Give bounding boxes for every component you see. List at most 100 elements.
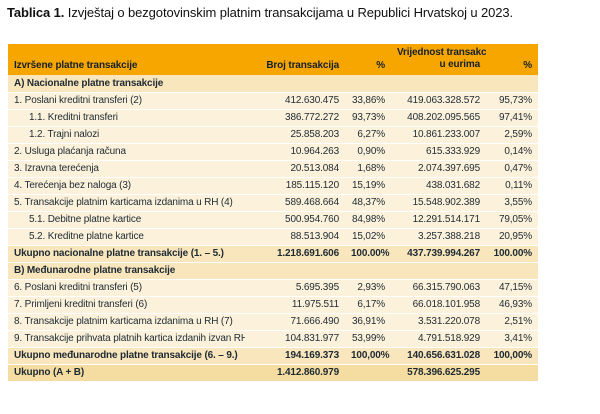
row-label: 3. Izravna terećenja — [14, 163, 99, 174]
table-row: 8. Transakcije platnim karticama izdanim… — [8, 313, 538, 330]
row-percent-value: 3,55% — [504, 197, 532, 208]
row-label: 5.1. Debitne platne kartice — [29, 214, 142, 225]
table-row: 7. Primljeni kreditni transferi (6) 11.9… — [8, 296, 538, 313]
row-value-euros: 408.202.095.565 — [407, 112, 480, 123]
row-percent-count: 36,91% — [351, 316, 385, 327]
row-percent-count: 48,37% — [351, 197, 385, 208]
row-number-of-transactions — [245, 75, 345, 92]
row-number-of-transactions: 5.695.395 — [295, 282, 339, 293]
row-value-euros: 615.333.929 — [426, 146, 480, 157]
table-header-row: Izvršene platne transakcije Broj transak… — [8, 44, 538, 75]
row-number-of-transactions: 25.858.203 — [290, 129, 339, 140]
row-value-euros: 140.656.631.028 — [407, 350, 480, 361]
table-row: 5.1. Debitne platne kartice 500.954.760 … — [8, 211, 538, 228]
row-value-euros: 12.291.514.171 — [412, 214, 481, 225]
row-percent-value: 97,41% — [498, 112, 532, 123]
row-label: 7. Primljeni kreditni transferi (6) — [14, 299, 148, 310]
row-percent-count: 100.00% — [351, 248, 390, 259]
row-percent-value: 2,51% — [504, 316, 532, 327]
row-value-euros: 10.861.233.007 — [412, 129, 481, 140]
table-body: A) Nacionalne platne transakcije 1. Posl… — [8, 75, 538, 381]
table-row: Ukupno međunarodne platne transakcije (6… — [8, 347, 538, 364]
row-label: A) Nacionalne platne transakcije — [14, 77, 164, 89]
row-number-of-transactions: 71.666.490 — [290, 316, 339, 327]
header-value-line1: Vrijednost transakcija — [397, 47, 486, 58]
row-percent-value: 2,59% — [504, 129, 532, 140]
header-percent-count: % — [376, 60, 385, 71]
header-value-line2: u eurima — [439, 59, 481, 70]
row-percent-value: 3,41% — [504, 333, 532, 344]
row-value-euros: 2.074.397.695 — [417, 163, 480, 174]
row-label: 8. Transakcije platnim karticama izdanim… — [14, 316, 233, 327]
row-label: 5.2. Kreditne platne kartice — [29, 231, 144, 242]
header-number-of-transactions: Broj transakcija — [266, 60, 339, 71]
row-number-of-transactions: 20.513.084 — [290, 163, 339, 174]
row-label: 6. Poslani kreditni transferi (5) — [14, 282, 142, 293]
row-percent-value — [486, 364, 538, 381]
row-percent-value: 0,11% — [505, 180, 532, 191]
row-number-of-transactions: 386.772.272 — [285, 112, 339, 123]
row-percent-value: 0,47% — [504, 163, 532, 174]
row-number-of-transactions: 1.412.860.979 — [276, 367, 339, 378]
row-value-euros: 15.548.902.389 — [412, 197, 481, 208]
table-row: 5.2. Kreditne platne kartice 88.513.904 … — [8, 228, 538, 245]
row-label: 4. Terećenja bez naloga (3) — [14, 180, 131, 191]
table-row: B) Međunarodne platne transakcije — [8, 262, 538, 279]
row-number-of-transactions: 10.964.263 — [290, 146, 339, 157]
row-percent-value: 100,00% — [493, 350, 533, 361]
table-row: 4. Terećenja bez naloga (3) 185.115.120 … — [8, 177, 538, 194]
table-caption-text: Izvještaj o bezgotovinskim platnim trans… — [64, 5, 514, 20]
row-percent-value — [486, 262, 538, 279]
table-row: 9. Transakcije prihvata platnih kartica … — [8, 330, 538, 347]
row-number-of-transactions: 88.513.904 — [290, 231, 339, 242]
row-value-euros: 578.396.625.295 — [407, 367, 480, 378]
row-percent-value: 20,95% — [498, 231, 532, 242]
row-value-euros: 419.063.328.572 — [407, 95, 480, 106]
row-label: 1.1. Kreditni transferi — [29, 112, 118, 123]
table-caption-number: Tablica 1. — [7, 5, 65, 20]
row-percent-count: 100,00% — [351, 350, 390, 361]
row-label: 9. Transakcije prihvata platnih kartica … — [14, 333, 245, 344]
row-percent-value: 79,05% — [498, 214, 532, 225]
table-header: Izvršene platne transakcije Broj transak… — [8, 44, 538, 75]
table-caption: Tablica 1. Izvještaj o bezgotovinskim pl… — [7, 3, 585, 23]
row-value-euros: 66.315.790.063 — [412, 282, 481, 293]
row-label: 1. Poslani kreditni transferi (2) — [14, 95, 142, 106]
row-label: Ukupno (A + B) — [14, 367, 85, 378]
row-number-of-transactions: 185.115.120 — [285, 180, 339, 191]
row-number-of-transactions: 500.954.760 — [285, 214, 339, 225]
row-label: Ukupno međunarodne platne transakcije (6… — [14, 350, 238, 361]
row-number-of-transactions — [245, 262, 345, 279]
row-value-euros: 437.739.994.267 — [407, 248, 480, 259]
row-number-of-transactions: 104.831.977 — [285, 333, 339, 344]
table-row: 1.1. Kreditni transferi 386.772.272 93,7… — [8, 109, 538, 126]
row-percent-count: 1,68% — [357, 163, 385, 174]
row-percent-value — [486, 75, 538, 92]
row-percent-count: 53,99% — [351, 333, 385, 344]
row-percent-value: 47,15% — [498, 282, 532, 293]
row-number-of-transactions: 11.975.511 — [291, 299, 339, 310]
table-row: 1. Poslani kreditni transferi (2) 412.63… — [8, 92, 538, 109]
row-percent-count: 33,86% — [351, 95, 385, 106]
transactions-table: Izvršene platne transakcije Broj transak… — [8, 44, 538, 382]
header-executed-transactions: Izvršene platne transakcije — [14, 60, 138, 71]
row-label: B) Međunarodne platne transakcije — [14, 265, 176, 276]
row-percent-count: 15,02% — [351, 231, 385, 242]
row-percent-value: 100.00% — [493, 248, 533, 259]
table-row: 5. Transakcije platnim karticama izdanim… — [8, 194, 538, 211]
row-percent-value: 46,93% — [498, 299, 532, 310]
table-row: Ukupno (A + B) 1.412.860.979 578.396.625… — [8, 364, 538, 381]
row-percent-count — [345, 364, 391, 381]
table-row: Ukupno nacionalne platne transakcije (1.… — [8, 245, 538, 262]
header-percent-value: % — [523, 60, 532, 71]
row-value-euros: 4.791.518.929 — [417, 333, 480, 344]
row-label: 1.2. Trajni nalozi — [29, 129, 100, 140]
row-percent-count: 6,27% — [357, 129, 385, 140]
row-percent-count — [345, 262, 391, 279]
table-row: 3. Izravna terećenja 20.513.084 1,68% 2.… — [8, 160, 538, 177]
row-percent-count: 0,90% — [357, 146, 385, 157]
row-label: 5. Transakcije platnim karticama izdanim… — [14, 197, 233, 208]
row-number-of-transactions: 194.169.373 — [285, 350, 339, 361]
row-number-of-transactions: 1.218.691.606 — [276, 248, 339, 259]
